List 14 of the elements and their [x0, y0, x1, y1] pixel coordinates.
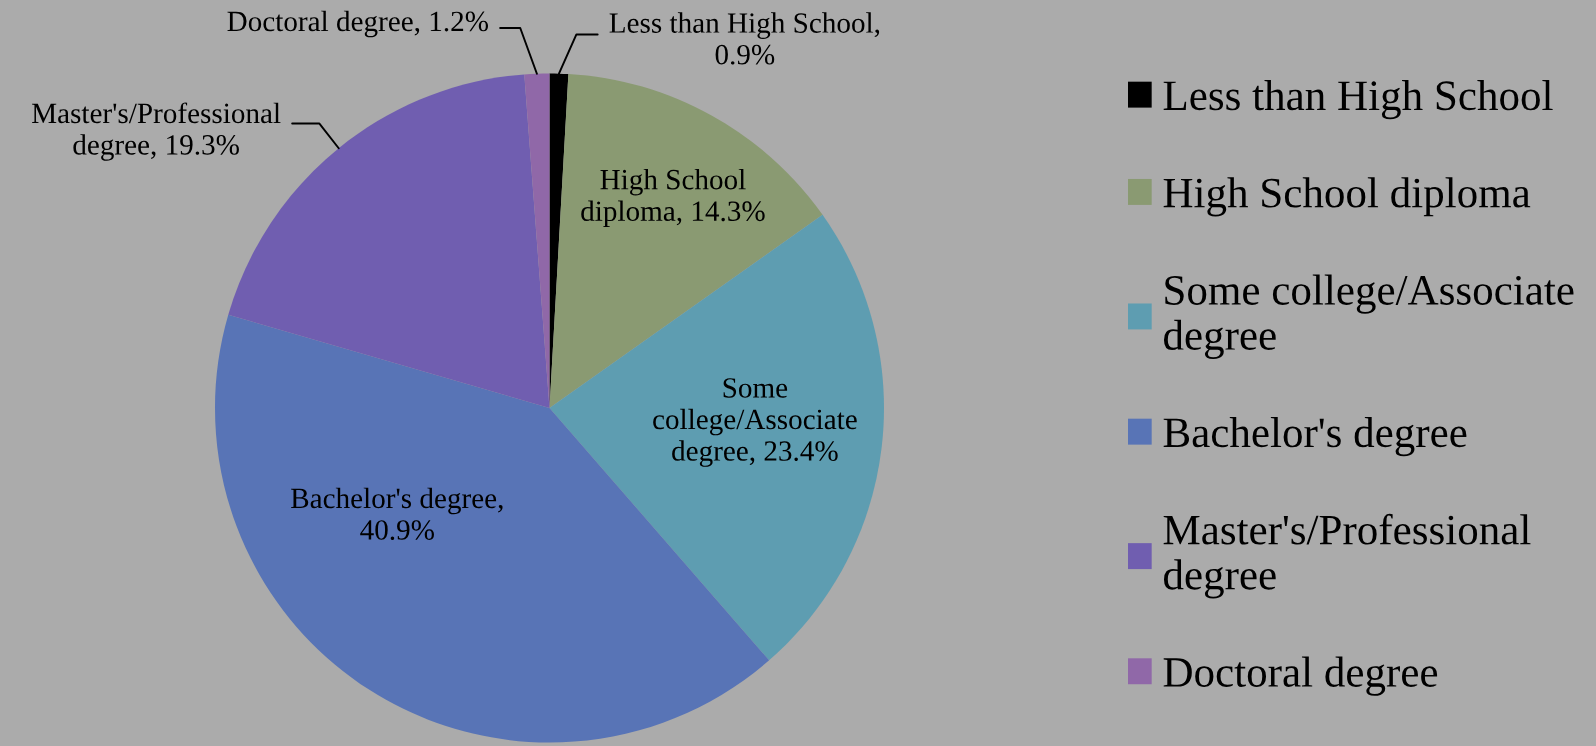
data-label: Doctoral degree, 1.2% — [227, 10, 489, 38]
data-label: Less than High School, 0.9% — [609, 12, 880, 65]
pie-slice — [524, 73, 550, 408]
legend-label: High School diploma — [1163, 177, 1531, 217]
legend-label: Doctoral degree — [1163, 656, 1438, 696]
legend-label: Less than High School — [1163, 80, 1553, 120]
legend-label: Bachelor's degree — [1163, 417, 1467, 457]
legend-label: Master's/Professional degree — [1163, 513, 1531, 599]
data-label: High School diploma, 14.3% — [581, 168, 765, 227]
data-label: Bachelor's degree, 40.9% — [291, 487, 503, 540]
legend-label: Some college/Associate degree — [1164, 274, 1574, 359]
data-label: Some college/Associate degree, 23.4% — [653, 378, 857, 467]
data-label: Master's/Professional degree, 19.3% — [32, 102, 281, 161]
pie-slice — [549, 74, 823, 408]
